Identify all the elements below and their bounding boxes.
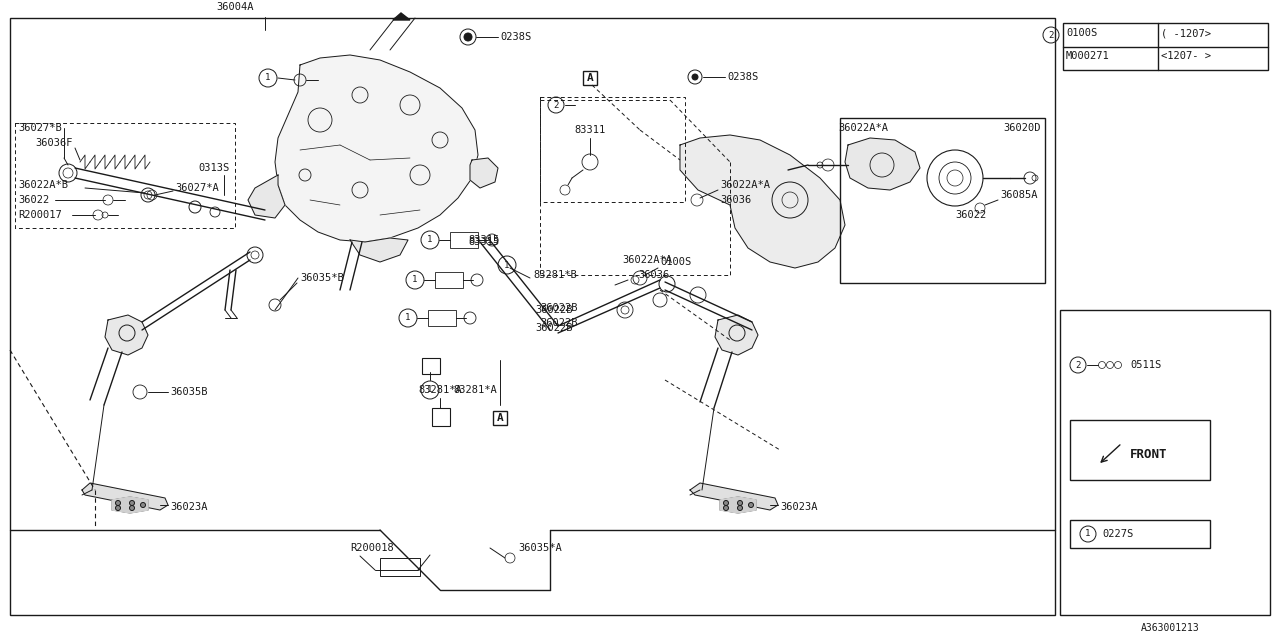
Circle shape	[737, 506, 742, 511]
Text: 36023A: 36023A	[170, 502, 207, 512]
Text: M000271: M000271	[1066, 51, 1110, 61]
Text: 83281*A: 83281*A	[453, 385, 497, 395]
Circle shape	[723, 506, 728, 511]
Bar	[451, 232, 477, 248]
Text: 0313S: 0313S	[198, 163, 229, 173]
Polygon shape	[82, 483, 168, 510]
Polygon shape	[470, 158, 498, 188]
Polygon shape	[275, 55, 477, 242]
Text: 36022B: 36022B	[540, 303, 577, 313]
Polygon shape	[393, 13, 410, 20]
Bar	[1070, 420, 1210, 480]
Text: 36022B: 36022B	[535, 323, 572, 333]
Polygon shape	[113, 497, 148, 513]
Circle shape	[749, 502, 754, 508]
Polygon shape	[248, 175, 285, 218]
Circle shape	[115, 506, 120, 511]
Circle shape	[692, 74, 698, 80]
Text: 36022A*B: 36022A*B	[18, 180, 68, 190]
Text: 36023A: 36023A	[780, 502, 818, 512]
Text: 36022A*A: 36022A*A	[719, 180, 771, 190]
Polygon shape	[719, 497, 756, 513]
Text: 36022B: 36022B	[535, 305, 572, 315]
Text: 36036F: 36036F	[35, 138, 73, 148]
Text: 0238S: 0238S	[727, 72, 758, 82]
Text: 36020D: 36020D	[1004, 123, 1041, 133]
Text: 36027*B: 36027*B	[18, 123, 61, 133]
Polygon shape	[716, 315, 758, 355]
Text: 1: 1	[406, 314, 411, 323]
Bar	[1060, 310, 1270, 615]
Bar	[1070, 520, 1210, 548]
Polygon shape	[845, 138, 920, 190]
Text: 1: 1	[504, 260, 509, 269]
Text: A363001213: A363001213	[1142, 623, 1201, 633]
Text: A: A	[497, 413, 503, 423]
Polygon shape	[690, 483, 778, 510]
Bar	[433, 408, 451, 426]
Text: 83315: 83315	[468, 235, 499, 245]
Text: 0227S: 0227S	[1102, 529, 1133, 539]
Text: R200018: R200018	[349, 543, 394, 553]
Text: 1: 1	[1085, 529, 1091, 538]
Text: 2: 2	[1075, 360, 1080, 369]
Text: 36022A*A: 36022A*A	[838, 123, 888, 133]
Bar	[15, 123, 236, 228]
Bar	[840, 118, 1044, 283]
Text: 0100S: 0100S	[1066, 28, 1097, 38]
Text: 1: 1	[412, 275, 417, 285]
Text: 83281*A: 83281*A	[419, 385, 462, 395]
Bar	[10, 18, 1055, 615]
Text: 36036: 36036	[719, 195, 751, 205]
Text: 1: 1	[428, 236, 433, 244]
Bar	[540, 97, 685, 202]
Polygon shape	[105, 315, 148, 355]
Text: 36085A: 36085A	[1000, 190, 1038, 200]
Text: 36022: 36022	[955, 210, 987, 220]
Circle shape	[115, 500, 120, 506]
Text: 0238S: 0238S	[500, 32, 531, 42]
Polygon shape	[680, 135, 845, 268]
Circle shape	[723, 500, 728, 506]
Text: 36035B: 36035B	[170, 387, 207, 397]
Circle shape	[129, 506, 134, 511]
Text: 36027*A: 36027*A	[175, 183, 219, 193]
Bar	[1062, 23, 1268, 70]
Bar	[582, 71, 596, 85]
Text: 1: 1	[265, 74, 270, 83]
Circle shape	[465, 33, 472, 41]
Text: <1207- >: <1207- >	[1161, 51, 1211, 61]
Bar	[380, 558, 420, 576]
Text: ( -1207>: ( -1207>	[1161, 28, 1211, 38]
Text: 36035*B: 36035*B	[300, 273, 344, 283]
Text: 2: 2	[553, 100, 558, 109]
Text: 83281*B: 83281*B	[532, 270, 577, 280]
Bar	[428, 310, 456, 326]
Bar	[435, 272, 463, 288]
Text: 1: 1	[428, 385, 433, 394]
Text: 36004A: 36004A	[216, 2, 253, 12]
Text: 2: 2	[1048, 31, 1053, 40]
Text: R200017: R200017	[18, 210, 61, 220]
Circle shape	[141, 502, 146, 508]
Text: 36036: 36036	[637, 270, 669, 280]
Text: 0100S: 0100S	[660, 257, 691, 267]
Text: 83315: 83315	[468, 237, 499, 247]
Circle shape	[129, 500, 134, 506]
Text: 36022: 36022	[18, 195, 49, 205]
Bar	[422, 358, 440, 374]
Text: 36022B: 36022B	[540, 318, 577, 328]
Text: 83311: 83311	[575, 125, 605, 135]
Text: 36035*A: 36035*A	[518, 543, 562, 553]
Polygon shape	[349, 238, 408, 262]
Text: FRONT: FRONT	[1130, 449, 1167, 461]
Bar	[493, 411, 507, 425]
Text: A: A	[586, 73, 594, 83]
Text: 36022A*A: 36022A*A	[622, 255, 672, 265]
Circle shape	[737, 500, 742, 506]
Text: 0511S: 0511S	[1130, 360, 1161, 370]
